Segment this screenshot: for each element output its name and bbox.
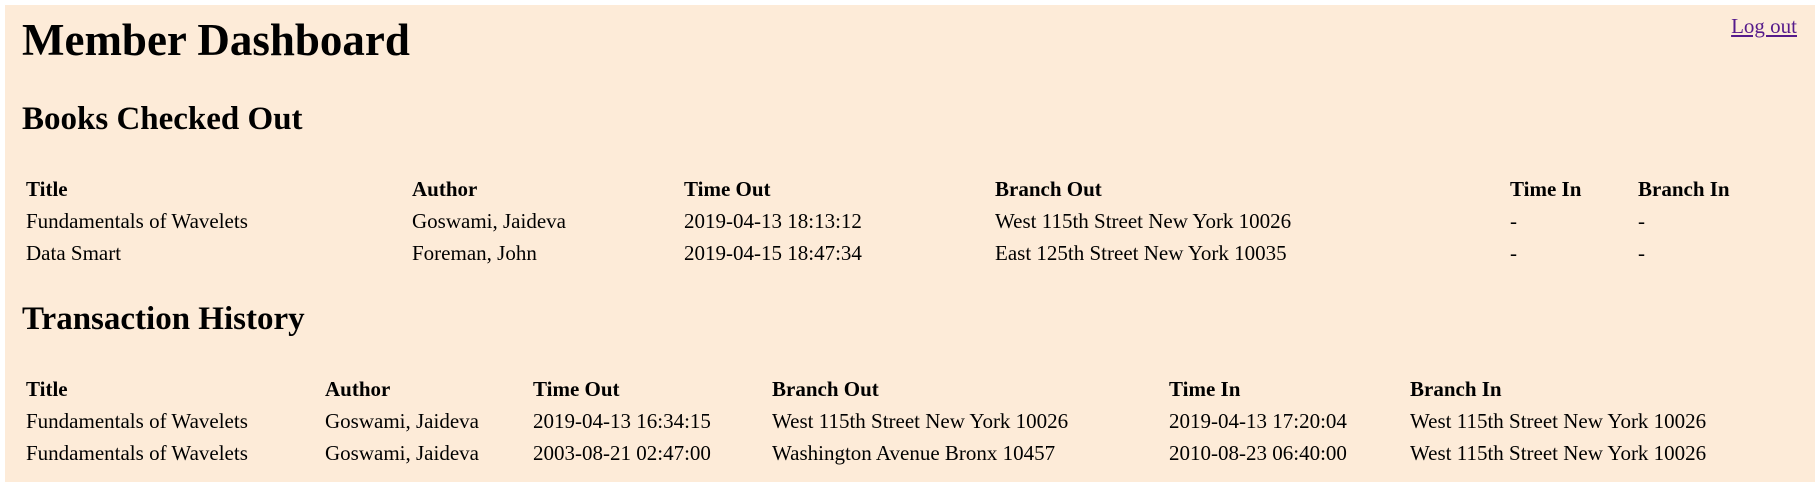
table-header-row: Title Author Time Out Branch Out Time In… xyxy=(26,173,1758,205)
cell-branch-in: - xyxy=(1638,208,1645,233)
table-row: Data Smart Foreman, John 2019-04-15 18:4… xyxy=(26,237,1758,269)
cell-time-out: 2019-04-13 16:34:15 xyxy=(533,408,711,433)
table-header-row: Title Author Time Out Branch Out Time In… xyxy=(26,373,1740,405)
column-header-branch-out: Branch Out xyxy=(995,176,1102,201)
table-row: Fundamentals of Wavelets Goswami, Jaidev… xyxy=(26,405,1740,437)
page-title: Member Dashboard xyxy=(22,15,410,65)
cell-branch-in: - xyxy=(1638,240,1645,265)
column-header-time-out: Time Out xyxy=(533,376,620,401)
books-checked-out-heading: Books Checked Out xyxy=(22,101,303,137)
column-header-author: Author xyxy=(325,376,391,401)
cell-title: Fundamentals of Wavelets xyxy=(26,440,248,465)
column-header-title: Title xyxy=(26,176,68,201)
table-row: Fundamentals of Wavelets Goswami, Jaidev… xyxy=(26,205,1758,237)
column-header-branch-in: Branch In xyxy=(1410,376,1502,401)
cell-branch-out: Washington Avenue Bronx 10457 xyxy=(772,440,1056,465)
cell-title: Fundamentals of Wavelets xyxy=(26,208,248,233)
dashboard-page: Log out Member Dashboard Books Checked O… xyxy=(5,5,1815,482)
cell-time-out: 2019-04-15 18:47:34 xyxy=(684,240,862,265)
cell-author: Goswami, Jaideva xyxy=(412,208,566,233)
transaction-history-heading: Transaction History xyxy=(22,301,305,337)
cell-title: Fundamentals of Wavelets xyxy=(26,408,248,433)
cell-author: Goswami, Jaideva xyxy=(325,440,479,465)
cell-author: Goswami, Jaideva xyxy=(325,408,479,433)
column-header-title: Title xyxy=(26,376,68,401)
cell-time-out: 2019-04-13 18:13:12 xyxy=(684,208,862,233)
cell-time-in: - xyxy=(1510,208,1517,233)
column-header-time-in: Time In xyxy=(1510,176,1582,201)
cell-author: Foreman, John xyxy=(412,240,537,265)
column-header-time-in: Time In xyxy=(1169,376,1241,401)
column-header-branch-in: Branch In xyxy=(1638,176,1730,201)
table-row: Fundamentals of Wavelets Goswami, Jaidev… xyxy=(26,437,1740,469)
column-header-branch-out: Branch Out xyxy=(772,376,879,401)
cell-branch-out: West 115th Street New York 10026 xyxy=(995,208,1292,233)
cell-branch-out: East 125th Street New York 10035 xyxy=(995,240,1287,265)
cell-time-in: 2010-08-23 06:40:00 xyxy=(1169,440,1347,465)
books-checked-out-table: Title Author Time Out Branch Out Time In… xyxy=(26,173,1758,269)
cell-branch-in: West 115th Street New York 10026 xyxy=(1410,440,1707,465)
cell-time-in: - xyxy=(1510,240,1517,265)
cell-time-out: 2003-08-21 02:47:00 xyxy=(533,440,711,465)
logout-link[interactable]: Log out xyxy=(1731,14,1797,38)
transaction-history-table: Title Author Time Out Branch Out Time In… xyxy=(26,373,1740,469)
cell-branch-out: West 115th Street New York 10026 xyxy=(772,408,1069,433)
column-header-time-out: Time Out xyxy=(684,176,771,201)
cell-title: Data Smart xyxy=(26,240,122,265)
cell-branch-in: West 115th Street New York 10026 xyxy=(1410,408,1707,433)
cell-time-in: 2019-04-13 17:20:04 xyxy=(1169,408,1347,433)
column-header-author: Author xyxy=(412,176,478,201)
